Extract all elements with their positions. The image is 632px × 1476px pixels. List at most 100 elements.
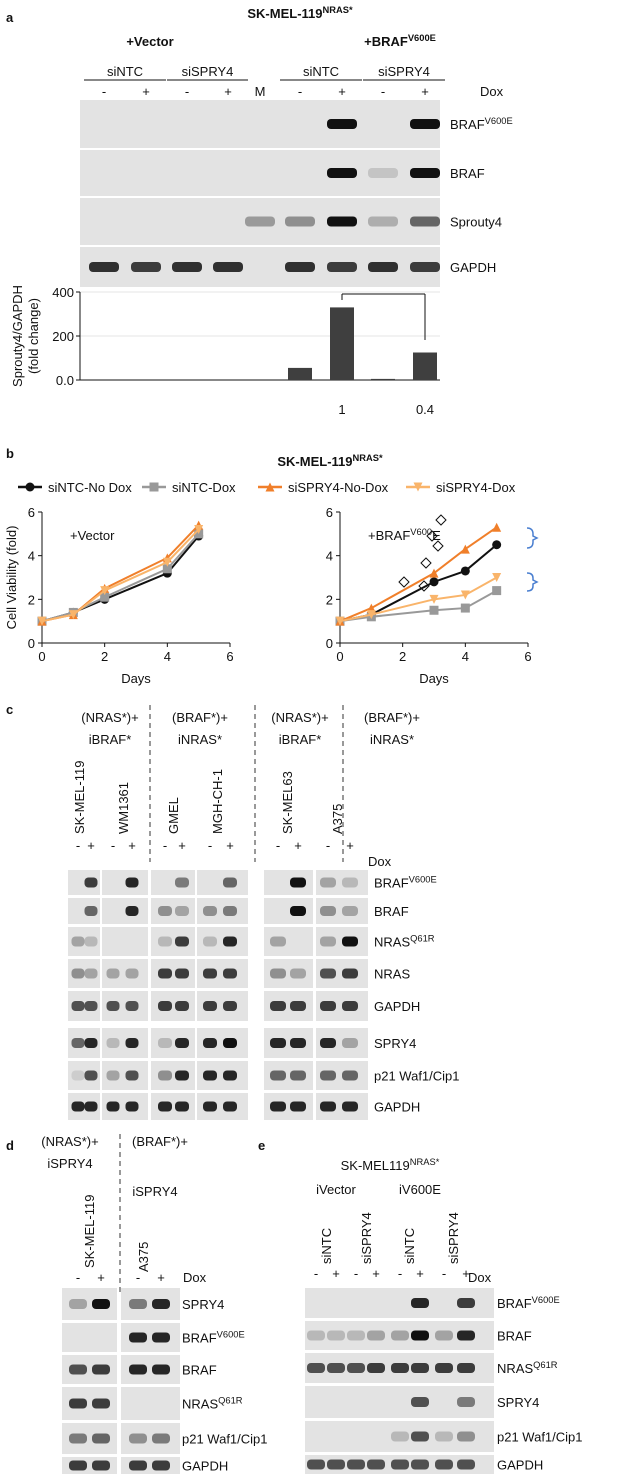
annotation: 0.4 <box>416 402 434 417</box>
x-axis-label: Days <box>419 671 449 686</box>
lane-label: + <box>157 1270 165 1285</box>
marker <box>429 568 439 578</box>
dox-label: Dox <box>480 84 504 99</box>
blot-band <box>106 968 120 979</box>
group-label: iV600E <box>399 1182 441 1197</box>
blot-band <box>203 1101 217 1112</box>
group-label: (NRAS*)+ <box>81 710 138 725</box>
lane-label: + <box>332 1266 340 1281</box>
dox-label: Dox <box>468 1270 492 1285</box>
marker <box>460 544 470 554</box>
panel-label: d <box>6 1138 14 1153</box>
blot-band <box>175 936 189 947</box>
blot-band <box>342 968 358 979</box>
blot-label-text: NRAS <box>374 935 410 950</box>
condition-label: siNTC <box>107 64 143 79</box>
panel-label: b <box>6 446 14 461</box>
blot-band <box>410 262 440 272</box>
legend-label: siSPRY4-No-Dox <box>288 480 389 495</box>
blot-label: NRASQ61R <box>497 1360 558 1376</box>
blot-band <box>320 1038 336 1048</box>
blot-band <box>84 906 98 916</box>
panel-annotation-text: +BRAF <box>368 528 410 543</box>
panel-label: a <box>6 10 14 25</box>
lane-label: - <box>208 838 212 853</box>
blot-label: BRAFV600E <box>374 875 437 891</box>
blot-band <box>223 936 237 947</box>
blot-band <box>158 936 172 947</box>
marker <box>429 577 439 587</box>
blot-label-text: NRAS <box>182 1397 218 1412</box>
blot-band <box>175 1101 189 1112</box>
panel-title-sup: NRAS* <box>410 1157 440 1167</box>
cell-line-label: SK-MEL-119 <box>82 1195 97 1268</box>
blot-band <box>368 262 398 272</box>
group-label: +BRAFV600E <box>364 33 436 49</box>
x-tick-label: 6 <box>524 649 531 664</box>
y-tick-label: 0.0 <box>56 373 74 388</box>
marker <box>492 540 502 550</box>
blot-band <box>457 1397 475 1407</box>
group-label: iBRAF* <box>279 732 322 747</box>
blot-band <box>320 906 336 916</box>
blot-label-text: BRAF <box>497 1329 532 1344</box>
blot-label-text: Sprouty4 <box>450 215 502 230</box>
blot-band <box>342 1001 358 1011</box>
blot-band <box>125 906 139 916</box>
blot-band <box>152 1364 170 1375</box>
blot-band <box>84 1070 98 1081</box>
blot-band <box>290 1101 306 1112</box>
blot-label: p21 Waf1/Cip1 <box>182 1432 268 1447</box>
panel-annotation-text: +Vector <box>70 528 115 543</box>
blot-label-text: GAPDH <box>450 260 496 275</box>
blot-band <box>457 1363 475 1373</box>
cell-line-label: WM1361 <box>116 782 131 834</box>
annotation: 1 <box>338 402 345 417</box>
blot-band <box>69 1364 87 1375</box>
blot-label: GAPDH <box>497 1458 543 1473</box>
cell-line-label: SK-MEL-119 <box>72 761 87 834</box>
lane-label: + <box>462 1266 470 1281</box>
blot-band <box>411 1397 429 1407</box>
y-tick-label: 200 <box>52 329 74 344</box>
significance-marker <box>398 576 410 588</box>
lane-label: + <box>421 84 429 99</box>
blot-label: SPRY4 <box>374 1036 416 1051</box>
blot-band <box>223 877 237 888</box>
blot-background <box>80 100 440 148</box>
blot-band <box>106 1070 120 1081</box>
condition-label: siSPRY4 <box>378 64 430 79</box>
x-axis-label: Days <box>121 671 151 686</box>
blot-band <box>125 1070 139 1081</box>
legend-label: siNTC-No Dox <box>48 480 132 495</box>
blot-label: p21 Waf1/Cip1 <box>374 1069 460 1084</box>
lane-label: + <box>178 838 186 853</box>
blot-band <box>158 906 172 916</box>
blot-band <box>152 1299 170 1309</box>
blot-band <box>411 1330 429 1341</box>
blot-band <box>125 968 139 979</box>
blot-band <box>203 936 217 947</box>
group-label: iSPRY4 <box>132 1184 177 1199</box>
blot-band <box>71 1101 85 1112</box>
blot-band <box>342 906 358 916</box>
blot-label: NRASQ61R <box>182 1396 243 1412</box>
blot-band <box>223 968 237 979</box>
blot-band <box>92 1460 110 1471</box>
marker <box>100 586 110 596</box>
blot-band <box>223 1101 237 1112</box>
blot-label-sup: V600E <box>532 1295 560 1305</box>
y-tick-label: 400 <box>52 285 74 300</box>
blot-band <box>270 1001 286 1011</box>
group-label-text: +BRAF <box>364 34 408 49</box>
blot-band <box>320 1101 336 1112</box>
blot-band <box>84 936 98 947</box>
blot-band <box>290 1001 306 1011</box>
panel-title-text: SK-MEL119 <box>341 1158 410 1173</box>
blot-band <box>347 1459 365 1470</box>
bracket <box>526 572 539 592</box>
panel-label: e <box>258 1138 265 1153</box>
lane-label: - <box>354 1266 358 1281</box>
marker <box>460 603 470 613</box>
